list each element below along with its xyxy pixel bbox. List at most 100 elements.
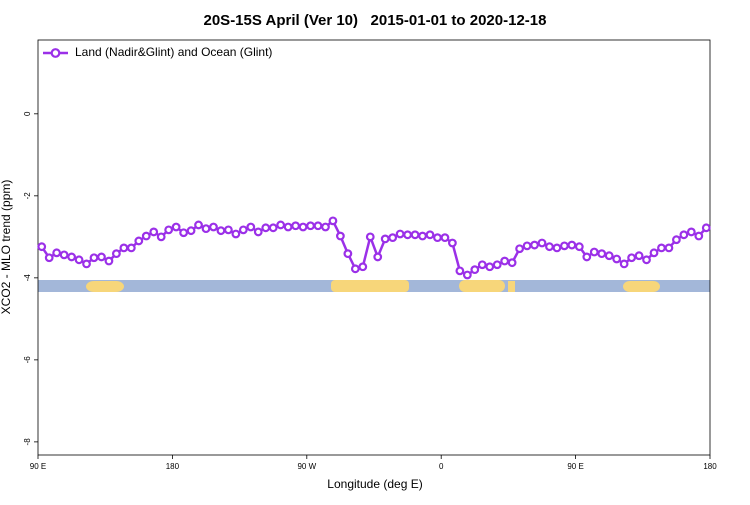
data-point <box>448 238 457 248</box>
data-point <box>89 253 99 263</box>
data-point <box>701 223 711 233</box>
y-tick-label: -6 <box>23 356 32 364</box>
data-point <box>164 225 174 235</box>
data-point <box>433 233 442 243</box>
data-point <box>59 250 69 260</box>
data-point <box>560 241 569 251</box>
data-point <box>403 230 413 240</box>
land-segment <box>623 281 660 292</box>
data-point <box>380 234 390 244</box>
data-point <box>604 251 614 261</box>
data-point <box>126 243 136 253</box>
data-point <box>141 231 151 241</box>
data-point <box>485 262 495 272</box>
data-point <box>298 222 308 232</box>
legend-label: Land (Nadir&Glint) and Ocean (Glint) <box>75 45 272 59</box>
chart-title: 20S-15S April (Ver 10) 2015-01-01 to 202… <box>204 12 547 29</box>
data-point <box>455 266 465 276</box>
data-point <box>582 252 592 262</box>
data-point <box>515 244 524 254</box>
x-tick-label: 0 <box>439 462 444 471</box>
data-point <box>373 252 383 262</box>
data-point <box>649 248 659 258</box>
data-point <box>37 242 47 252</box>
data-point <box>74 255 84 265</box>
data-point <box>209 222 218 232</box>
data-point <box>119 243 129 253</box>
data-point <box>507 258 517 268</box>
data-point <box>328 216 338 226</box>
data-point <box>358 262 368 272</box>
data-point <box>574 242 584 252</box>
y-tick-label: -4 <box>23 274 32 282</box>
data-point <box>545 242 554 252</box>
data-point <box>134 236 144 246</box>
data-point <box>679 230 689 240</box>
data-point <box>522 241 532 251</box>
data-point <box>530 240 539 250</box>
data-point <box>470 265 480 275</box>
data-point <box>343 249 353 259</box>
land-segment <box>331 280 409 292</box>
data-point <box>291 221 301 231</box>
surface-band <box>38 280 710 292</box>
data-point <box>111 249 121 259</box>
x-tick-label: 180 <box>166 462 180 471</box>
land-segment <box>86 281 124 292</box>
data-point <box>686 227 696 237</box>
data-point <box>552 243 562 253</box>
y-tick-label: 0 <box>23 111 32 116</box>
data-point <box>388 233 398 243</box>
data-point <box>672 235 681 245</box>
data-point <box>261 223 271 233</box>
data-point <box>365 232 375 242</box>
data-point <box>634 251 644 261</box>
x-tick-label: 180 <box>703 462 717 471</box>
data-point <box>477 260 487 270</box>
data-point <box>350 264 360 274</box>
data-point <box>67 252 76 262</box>
data-point <box>418 231 427 241</box>
data-point <box>425 230 435 240</box>
data-point <box>313 221 323 231</box>
data-point <box>619 259 629 269</box>
data-point <box>52 248 62 258</box>
data-point <box>567 240 577 250</box>
y-axis-label: XCO2 - MLO trend (ppm) <box>0 180 13 315</box>
data-point <box>149 227 159 237</box>
data-point <box>201 224 211 234</box>
data-point <box>231 229 241 239</box>
data-point <box>97 252 106 262</box>
x-tick-label: 90 W <box>297 462 316 471</box>
land-segment <box>459 280 505 292</box>
data-point <box>223 225 233 235</box>
legend-marker <box>50 48 61 58</box>
data-point <box>276 220 286 230</box>
data-point <box>283 222 293 232</box>
data-point <box>500 256 510 266</box>
data-point <box>44 253 54 263</box>
data-point <box>238 225 248 235</box>
data-point <box>589 247 599 257</box>
data-point <box>537 238 547 248</box>
x-tick-label: 90 E <box>567 462 583 471</box>
data-point <box>104 256 114 266</box>
data-point <box>336 231 345 241</box>
data-point <box>627 253 636 263</box>
data-point <box>216 226 226 236</box>
data-point <box>156 232 166 242</box>
data-point <box>597 249 607 259</box>
data-point <box>642 255 651 265</box>
data-point <box>440 233 450 243</box>
series-line <box>40 218 708 277</box>
data-point <box>194 220 203 230</box>
x-axis-label: Longitude (deg E) <box>327 477 422 491</box>
data-point <box>462 270 472 280</box>
data-point <box>492 260 502 270</box>
data-point <box>82 259 91 269</box>
land-segment <box>508 281 515 292</box>
data-point <box>395 229 405 239</box>
data-point <box>268 223 278 233</box>
